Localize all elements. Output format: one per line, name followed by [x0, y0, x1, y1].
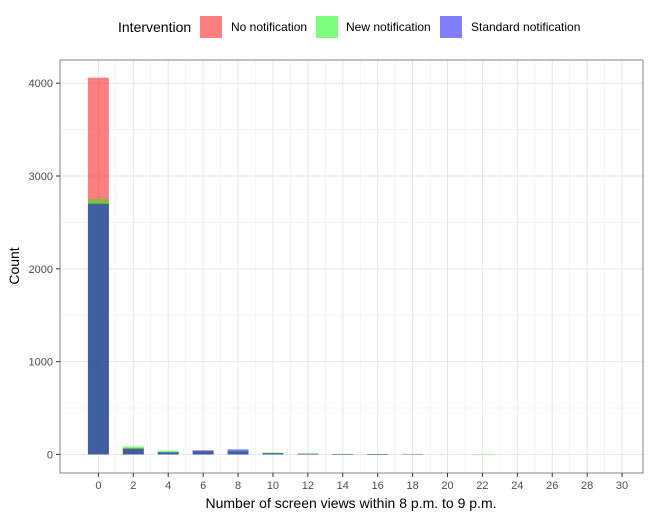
- minor-gridlines: [60, 60, 643, 473]
- bar-standard-notification: [227, 449, 249, 455]
- legend-label-standard-notification: Standard notification: [471, 20, 580, 34]
- bar-standard-notification: [122, 448, 144, 455]
- bar-standard-notification: [402, 453, 424, 455]
- x-tick-label: 0: [95, 480, 101, 492]
- x-tick-label: 24: [511, 480, 523, 492]
- legend-swatch-no-notification: [200, 16, 222, 38]
- bar-standard-notification: [192, 450, 214, 455]
- legend-label-new-notification: New notification: [346, 20, 431, 34]
- panel-border: [59, 59, 644, 474]
- x-tick-label: 26: [546, 480, 558, 492]
- legend-title: Intervention: [118, 19, 191, 35]
- x-axis-title: Number of screen views within 8 p.m. to …: [206, 495, 497, 511]
- legend-swatch-standard-notification: [440, 16, 462, 38]
- x-tick-label: 4: [165, 480, 171, 492]
- legend-swatch-new-notification: [316, 16, 338, 38]
- bar-new-notification: [471, 453, 493, 455]
- x-axis-ticks: 0 2 4 6 8 10 12 14 16 18 20 22 24 26 28 30: [95, 473, 628, 492]
- y-axis-ticks: 0 1000 2000 3000 4000: [29, 78, 60, 461]
- x-tick-label: 18: [406, 480, 418, 492]
- x-tick-label: 30: [616, 480, 628, 492]
- y-tick-label: 2000: [29, 264, 53, 276]
- y-tick-label: 0: [47, 449, 53, 461]
- x-tick-label: 28: [581, 480, 593, 492]
- x-tick-label: 14: [337, 480, 349, 492]
- y-tick-label: 1000: [29, 357, 53, 369]
- bar-standard-notification: [157, 452, 179, 455]
- bar-standard-notification: [332, 454, 354, 455]
- major-gridlines: [59, 59, 644, 474]
- bars: [87, 77, 493, 455]
- bar-standard-notification: [297, 453, 319, 455]
- legend-label-no-notification: No notification: [231, 20, 307, 34]
- x-tick-label: 8: [235, 480, 241, 492]
- x-tick-label: 22: [476, 480, 488, 492]
- bar-standard-notification: [367, 454, 389, 455]
- x-tick-label: 16: [372, 480, 384, 492]
- x-tick-label: 10: [267, 480, 279, 492]
- y-axis-title: Count: [6, 247, 22, 284]
- x-tick-label: 20: [441, 480, 453, 492]
- bar-standard-notification: [87, 203, 109, 455]
- x-tick-label: 12: [302, 480, 314, 492]
- y-tick-label: 3000: [29, 171, 53, 183]
- y-tick-label: 4000: [29, 78, 53, 90]
- bar-standard-notification: [262, 453, 284, 455]
- x-tick-label: 2: [130, 480, 136, 492]
- legend: Intervention No notification New notific…: [118, 16, 580, 38]
- x-tick-label: 6: [200, 480, 206, 492]
